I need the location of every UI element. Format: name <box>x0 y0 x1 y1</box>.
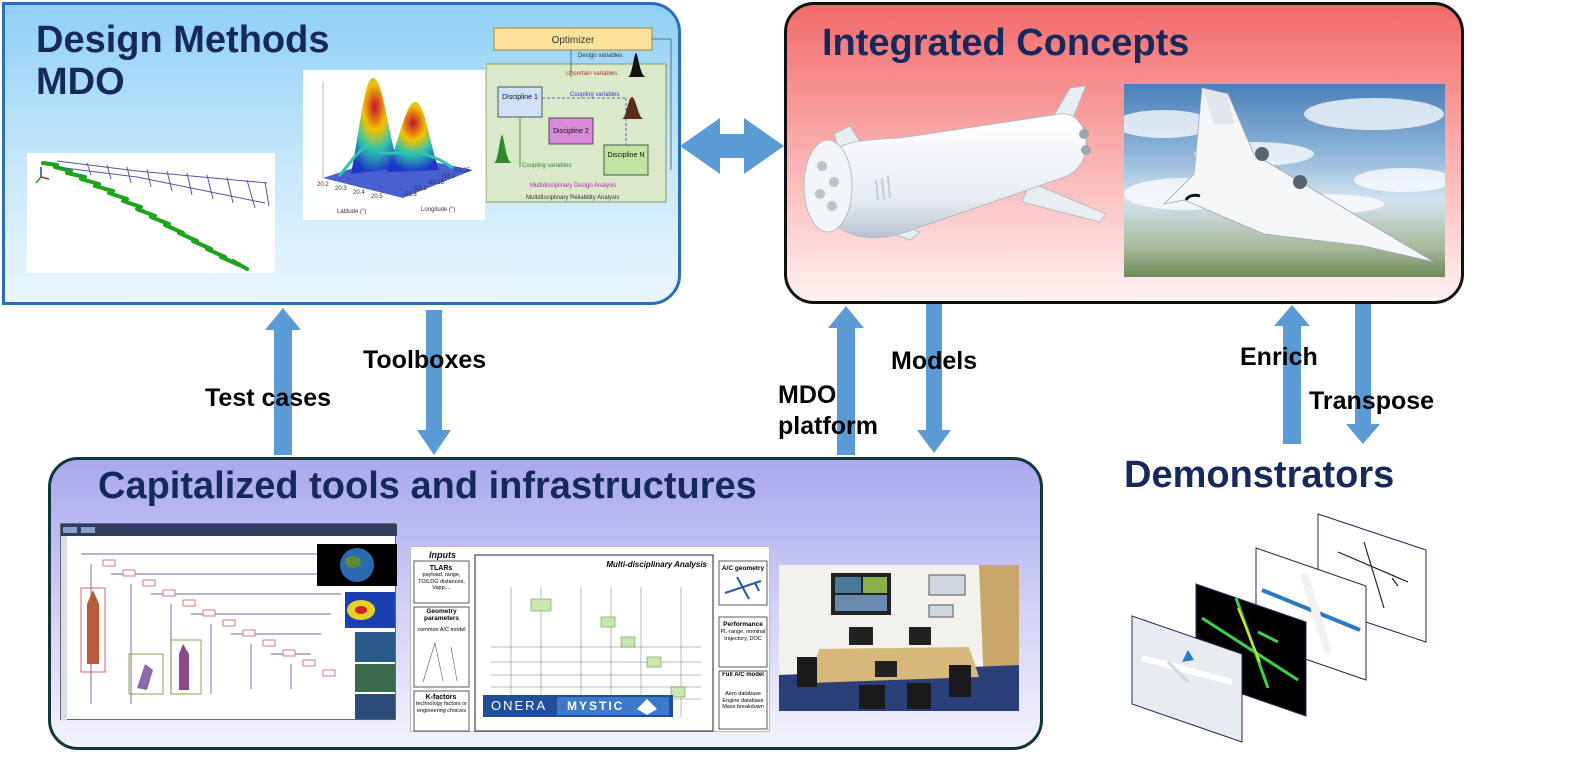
models-label: Models <box>891 347 978 375</box>
surface-plot-xtick: 20.5 <box>371 194 383 200</box>
toolboxes-label: Toolboxes <box>363 346 487 374</box>
space-plane-drawing <box>803 85 1107 241</box>
reliability-diagram-drawing: Optimizer Design variables Uncertain var… <box>485 27 672 203</box>
blended-wing-drawing <box>1114 87 1454 263</box>
coupling-variables-label: Coupling variables <box>522 163 571 169</box>
arrow-test-cases-up <box>265 308 301 455</box>
mystic-full-ac-text: Aero database Engine database Mass break… <box>722 691 764 711</box>
integrated-concepts-title: Integrated Concepts <box>822 22 1190 64</box>
mystic-geometry-text: common A/C model <box>417 627 466 633</box>
onera-logo-text: ONERA <box>491 698 547 713</box>
arrow-toolboxes-down <box>417 310 451 455</box>
arrow-models-down <box>917 304 951 453</box>
mdo-platform-label: MDO platform <box>778 380 878 443</box>
mystic-inputs-label: Inputs <box>429 550 456 560</box>
demonstrators-title: Demonstrators <box>1124 454 1395 496</box>
mdo-platform-label-line2: platform <box>778 412 878 441</box>
mystic-tlars-text: payload, range, TO/LDG distances, Vapp,.… <box>418 572 465 592</box>
wing-mesh-drawing <box>35 160 270 271</box>
mdo-platform-label-line1: MDO <box>778 381 837 409</box>
design-variables-label: Design variables <box>578 53 622 59</box>
blended-wing-photo <box>1114 84 1454 277</box>
discipline-2-label: Discipline 2 <box>553 128 589 135</box>
mda-label: Multidisciplinary Design Analysis <box>530 183 616 189</box>
arrow-transpose-down <box>1346 304 1380 444</box>
surface-plot-ylabel: Longitude (°) <box>421 207 455 213</box>
mystic-performance-text: PL-range, nominal trajectory, DOC <box>720 629 766 642</box>
surface-plot-drawing: 20.2 20.3 20.4 20.5 -53.3 -53.2 -53.15 -… <box>317 78 473 215</box>
wing-mesh-image <box>27 153 275 273</box>
enrich-label: Enrich <box>1240 343 1318 371</box>
discipline-n-label: Discipline N <box>608 152 645 159</box>
design-methods-title: Design Methods MDO <box>36 19 330 104</box>
mystic-full-ac-label: Full A/C model <box>722 672 764 678</box>
surface-plot-ytick: -53.05 <box>453 168 471 174</box>
demonstrators-stack-drawing <box>1131 513 1427 743</box>
mystic-diagram-drawing: Inputs TLARs payload, range, TO/LDG dist… <box>413 550 768 732</box>
mystic-kfactors-text: technology factors or engineering choice… <box>415 701 468 714</box>
workflow-software-screenshot <box>60 523 397 721</box>
mystic-diagram: Inputs TLARs payload, range, TO/LDG dist… <box>410 546 770 732</box>
double-arrow-design-integrated <box>680 118 784 174</box>
space-plane-image <box>800 82 1112 257</box>
demonstrators-stack-image <box>1128 512 1430 744</box>
surface-plot-ytick: -53.2 <box>413 186 427 192</box>
coupling-variables-label: Coupling variables <box>570 92 619 98</box>
workflow-software-drawing <box>61 524 397 721</box>
mystic-performance-label: Performance <box>723 621 763 628</box>
optimizer-label: Optimizer <box>552 35 595 46</box>
mystic-kfactors-label: K-factors <box>426 694 457 701</box>
collaboration-room-image <box>779 565 1019 711</box>
surface-plot-ytick: -53.15 <box>427 180 445 186</box>
surface-plot-xlabel: Latitude (°) <box>337 209 366 215</box>
mystic-logo-text: MYSTIC <box>567 699 624 713</box>
mystic-mda-title: Multi-disciplinary Analysis <box>606 560 707 569</box>
mystic-ac-geometry-label: A/C geometry <box>722 565 765 572</box>
discipline-1-label: Discipline 1 <box>502 94 538 101</box>
mystic-tlars-label: TLARs <box>430 565 453 572</box>
uncertain-variables-label: Uncertain variables <box>566 71 617 77</box>
capitalized-tools-title: Capitalized tools and infrastructures <box>98 465 757 507</box>
arrow-enrich-up <box>1274 305 1310 444</box>
mystic-geometry-label: Geometry parameters <box>423 608 460 623</box>
surface-plot-xtick: 20.2 <box>317 182 329 188</box>
mra-label: Multidisciplinary Reliability Analysis <box>526 195 619 201</box>
design-methods-title-line2: MDO <box>36 60 125 103</box>
test-cases-label: Test cases <box>205 384 332 412</box>
collaboration-room-drawing <box>779 565 1019 711</box>
surface-plot: 20.2 20.3 20.4 20.5 -53.3 -53.2 -53.15 -… <box>303 70 485 220</box>
surface-plot-xtick: 20.3 <box>335 186 347 192</box>
design-methods-title-line1: Design Methods <box>36 19 330 61</box>
surface-plot-ytick: -53.3 <box>403 192 417 198</box>
transpose-label: Transpose <box>1309 387 1435 415</box>
reliability-diagram: Optimizer Design variables Uncertain var… <box>485 25 679 203</box>
surface-plot-xtick: 20.4 <box>353 190 365 196</box>
surface-plot-ytick: -53.1 <box>441 174 455 180</box>
